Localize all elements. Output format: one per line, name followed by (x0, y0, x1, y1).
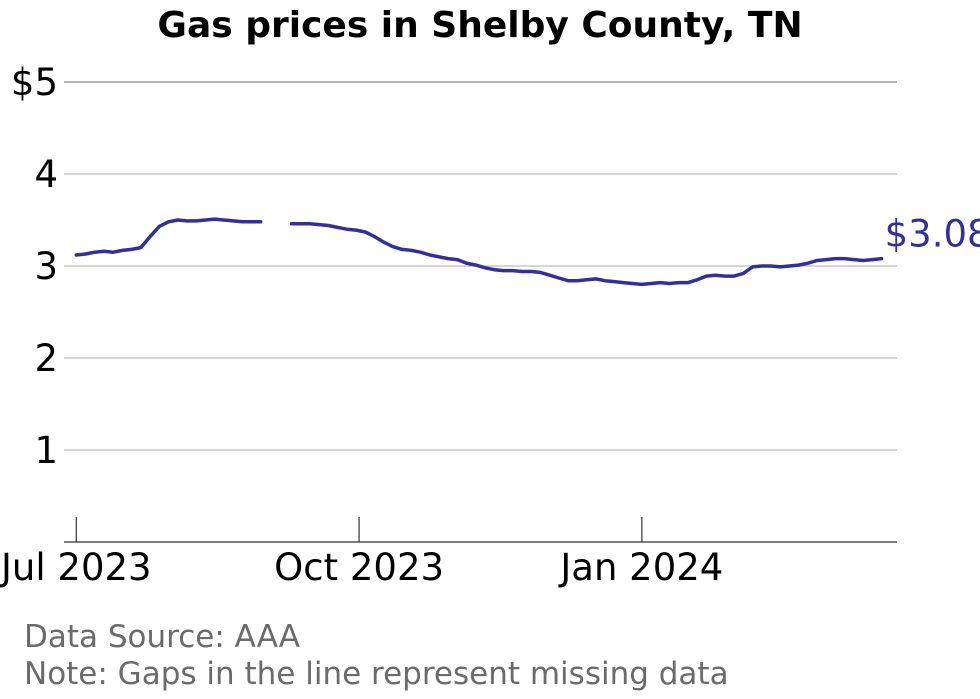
y-tick-label: 3 (34, 245, 58, 288)
x-tick-label: Jan 2024 (558, 546, 723, 589)
price-line-segment (74, 217, 263, 257)
y-tick-label: 1 (34, 429, 58, 472)
y-axis-labels: 1 2 3 4 $5 (11, 61, 58, 472)
x-tick-label: Jul 2023 (0, 546, 152, 589)
price-series (74, 217, 884, 287)
missing-data-note: Note: Gaps in the line represent missing… (24, 656, 729, 692)
chart-title: Gas prices in Shelby County, TN (157, 5, 802, 46)
y-tick-label: 2 (34, 337, 58, 380)
data-source-note: Data Source: AAA (24, 619, 300, 655)
x-axis-ticks: Jul 2023 Oct 2023 Jan 2024 (0, 517, 723, 589)
latest-price-label: $3.08 (885, 213, 980, 256)
y-tick-label: 4 (34, 153, 58, 196)
x-tick-label: Oct 2023 (274, 546, 444, 589)
y-tick-label: $5 (11, 61, 58, 104)
price-line-segment (289, 221, 884, 287)
